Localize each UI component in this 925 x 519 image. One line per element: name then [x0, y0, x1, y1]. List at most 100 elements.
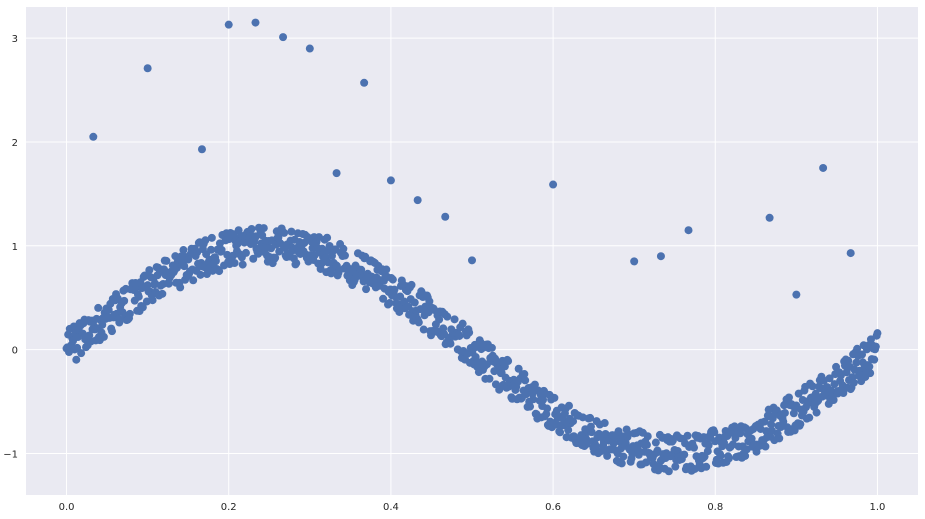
scatter-point — [385, 299, 394, 308]
outlier-point — [89, 132, 98, 141]
outlier-point — [792, 290, 801, 299]
scatter-point — [690, 464, 699, 473]
x-tick-labels: 0.0 0.2 0.4 0.6 0.8 1.0 — [59, 502, 886, 513]
x-tick-label: 0.4 — [383, 502, 399, 513]
scatter-point — [317, 259, 326, 268]
scatter-point — [591, 442, 600, 451]
x-tick-label: 1.0 — [870, 502, 886, 513]
scatter-point — [215, 267, 224, 276]
scatter-point — [716, 451, 725, 460]
scatter-point — [704, 441, 713, 450]
outlier-point — [684, 226, 693, 235]
scatter-point — [458, 319, 467, 328]
scatter-point — [775, 434, 784, 443]
scatter-point — [382, 265, 391, 274]
x-tick-label: 0.2 — [221, 502, 237, 513]
outlier-point — [143, 64, 152, 73]
scatter-point — [504, 357, 513, 366]
outlier-point — [630, 257, 639, 266]
scatter-point — [779, 417, 788, 426]
scatter-point — [702, 462, 711, 471]
scatter-point — [664, 467, 673, 476]
scatter-point — [543, 404, 552, 413]
scatter-point — [720, 438, 729, 447]
scatter-point — [435, 315, 444, 324]
scatter-point — [379, 294, 388, 303]
scatter-point — [300, 238, 309, 247]
scatter-point — [465, 328, 474, 337]
scatter-point — [238, 260, 247, 269]
outlier-point — [656, 252, 665, 261]
scatter-point — [741, 451, 750, 460]
scatter-point — [747, 434, 756, 443]
scatter-point — [207, 245, 216, 254]
scatter-point — [189, 276, 198, 285]
scatter-point — [825, 374, 834, 383]
scatter-point — [98, 320, 107, 329]
scatter-point — [600, 419, 609, 428]
scatter-point — [866, 335, 875, 344]
scatter-point — [230, 259, 239, 267]
scatter-point — [390, 285, 399, 294]
scatter-point — [271, 253, 280, 262]
y-tick-label: 0 — [12, 346, 18, 357]
scatter-point — [609, 439, 618, 448]
y-tick-label: 1 — [12, 242, 18, 253]
scatter-point — [526, 402, 535, 411]
scatter-point — [483, 360, 492, 369]
scatter-point — [340, 251, 349, 260]
scatter-point — [853, 344, 862, 353]
outlier-point — [413, 196, 422, 205]
scatter-point — [410, 298, 419, 307]
scatter-point — [125, 309, 134, 318]
scatter-point — [487, 343, 496, 352]
scatter-point — [134, 292, 143, 301]
scatter-point — [587, 428, 596, 437]
outlier-point — [305, 44, 314, 53]
outlier-point — [332, 169, 341, 178]
scatter-point — [643, 432, 652, 441]
scatter-point — [556, 428, 565, 437]
scatter-point — [767, 420, 776, 429]
scatter-point — [249, 254, 258, 263]
scatter-point — [450, 315, 459, 324]
scatter-point — [780, 408, 789, 417]
scatter-point — [234, 226, 243, 235]
scatter-point — [805, 413, 814, 422]
scatter-point — [201, 236, 210, 245]
outlier-point — [386, 176, 395, 185]
scatter-point — [642, 440, 651, 449]
scatter-point — [323, 233, 332, 242]
grid-lines — [26, 7, 918, 495]
scatter-point — [870, 355, 879, 364]
scatter-point — [871, 342, 880, 351]
outlier-point — [819, 163, 828, 172]
scatter-point — [760, 417, 769, 426]
scatter-point — [77, 349, 86, 358]
scatter-point — [196, 270, 205, 279]
scatter-point — [671, 462, 680, 471]
scatter-point — [521, 376, 530, 385]
scatter-point — [520, 370, 529, 379]
y-tick-label: 3 — [12, 34, 18, 45]
scatter-point — [176, 283, 185, 292]
scatter-point — [866, 369, 875, 378]
x-tick-label: 0.8 — [707, 502, 723, 513]
scatter-point — [865, 362, 874, 371]
scatter-point — [145, 266, 154, 275]
scatter-point — [812, 408, 821, 417]
scatter-point — [710, 428, 719, 437]
outlier-point — [279, 33, 288, 42]
outlier-point — [846, 249, 855, 258]
outlier-point — [360, 78, 369, 87]
scatter-point — [259, 224, 268, 233]
y-tick-labels: −1 0 1 2 3 — [3, 34, 18, 460]
scatter-point — [529, 395, 538, 404]
scatter-point — [339, 244, 348, 253]
outlier-point — [197, 145, 206, 154]
scatter-point — [72, 355, 81, 364]
scatter-point — [808, 382, 817, 391]
scatter-point — [388, 275, 397, 284]
scatter-point — [164, 279, 173, 288]
